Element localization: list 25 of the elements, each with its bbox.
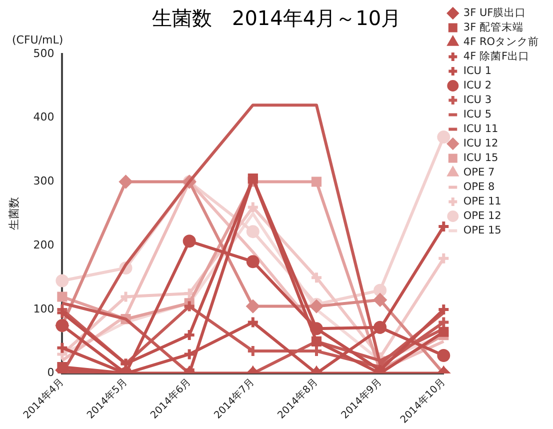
legend-label: 3F 配管末端 [463,20,524,34]
text: (CFU/mL) [12,33,64,46]
y-tick-label: 300 [33,174,54,188]
legend-label: ICU 1 [463,64,492,77]
legend-label: ICU 3 [463,94,492,106]
legend-label: ICU 5 [463,108,492,120]
legend-label: OPE 7 [463,166,495,178]
legend-label: 4F ROタンク前 [463,36,540,48]
legend-label: OPE 12 [463,210,502,222]
legend-label: ICU 11 [463,122,498,135]
legend-label: 3F UF膜出口 [463,6,526,19]
legend-label: OPE 11 [463,195,502,208]
legend-label: ICU 12 [463,137,498,150]
legend-label: OPE 8 [463,180,495,193]
legend-label: OPE 15 [463,224,502,236]
legend-label: ICU 15 [463,152,498,164]
y-tick-label: 100 [33,302,54,316]
y-tick-label: 200 [33,238,54,252]
y-tick-label: 0 [47,366,54,380]
y-tick-label: 400 [33,110,54,124]
legend-label: ICU 2 [463,79,492,92]
legend-label: 4F 除菌F出口 [463,49,530,62]
chart-title: 生菌数 2014年4月～10月 [152,6,402,30]
y-tick-label: 500 [33,46,54,60]
y-axis-title: 生菌数 [7,197,20,230]
